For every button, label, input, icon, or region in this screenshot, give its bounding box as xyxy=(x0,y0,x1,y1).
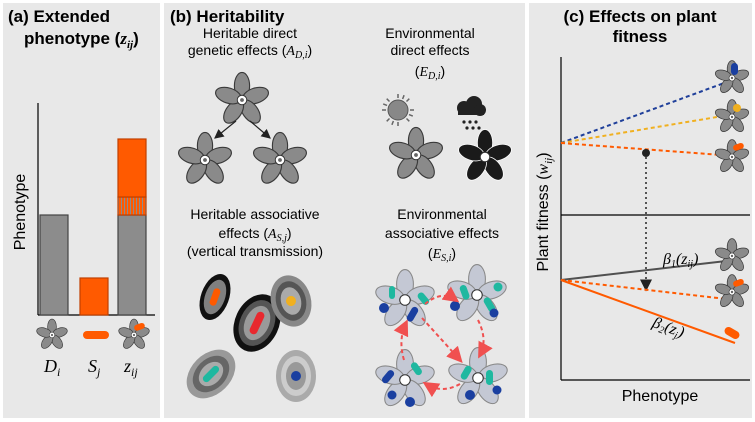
panel-c-title-line2: fitness xyxy=(613,27,668,46)
panel-c-background xyxy=(529,3,752,418)
bar-zij-segment-2 xyxy=(117,138,147,198)
q3-label-line3: (vertical transmission) xyxy=(187,243,323,259)
microbe-blue-icon xyxy=(731,63,738,75)
microbe-orange-icon xyxy=(733,278,744,287)
microbe-dots xyxy=(379,282,503,407)
rain-cloud-icon xyxy=(457,96,486,130)
microbe-cell-icon xyxy=(276,350,316,402)
bar-label-sj: Sj xyxy=(88,356,101,379)
sj-microbe-icon xyxy=(83,331,109,339)
panel-b-background xyxy=(164,3,525,418)
panel-c-x-axis-label: Phenotype xyxy=(622,388,699,405)
microbe-cell-icon xyxy=(233,294,281,352)
bar-label-di: Di xyxy=(43,356,60,379)
q4-label-line2: associative effects xyxy=(385,225,499,241)
beta1-label: β1(zij) xyxy=(662,251,698,270)
panel-b-title: (b) Heritability xyxy=(170,7,285,26)
inherit-arrow-right xyxy=(249,120,271,139)
q2-label-line3: (ED,i) xyxy=(415,63,445,82)
bar-zij-segment-0 xyxy=(117,214,147,316)
microbe-cell-icon xyxy=(270,275,312,327)
microbe-cell-icon xyxy=(199,273,231,321)
microbe-orange-icon xyxy=(724,327,740,339)
inherit-arrow-left xyxy=(214,120,237,139)
zij-microbe-icon xyxy=(134,322,145,331)
beta1-line xyxy=(560,259,736,281)
sun-icon xyxy=(382,94,414,126)
q4-label-line1: Environmental xyxy=(397,206,487,222)
q3-label-line2: effects (AS,j) xyxy=(218,225,291,244)
fitness-line-yellow xyxy=(560,113,736,144)
bar-sj-segment-1 xyxy=(79,277,109,316)
bar-label-zij: zij xyxy=(123,356,138,379)
panel-c-title-line1: (c) Effects on plant xyxy=(563,7,716,26)
q2-label-line2: direct effects xyxy=(390,42,469,58)
q3-label-line1: Heritable associative xyxy=(190,206,319,222)
bar-labels: Di Sj zij xyxy=(43,356,138,379)
panel-a-y-axis-label: Phenotype xyxy=(12,174,29,251)
panel-a-title-line2: phenotype (zij) xyxy=(24,29,139,51)
microbe-cell-icon xyxy=(186,349,236,399)
focal-point xyxy=(642,149,650,157)
transmission-arrows xyxy=(393,286,493,398)
combined-line xyxy=(560,279,736,301)
bar-chart xyxy=(39,138,147,316)
q2-label-line1: Environmental xyxy=(385,25,475,41)
q4-label-line3: (ES,i) xyxy=(428,245,456,264)
panel-a-title-line1: (a) Extended xyxy=(8,7,110,26)
microbe-orange-icon xyxy=(733,142,744,151)
microbe-yellow-icon xyxy=(733,104,741,112)
bar-zij-segment-1 xyxy=(117,196,147,216)
q1-label-line2: genetic effects (AD,i) xyxy=(188,42,312,61)
panel-c-y-axis-label: Plant fitness (wij) xyxy=(535,152,555,271)
q1-label-line1: Heritable direct xyxy=(203,25,297,41)
fitness-line-orange xyxy=(560,142,736,157)
associative-flower-cluster xyxy=(372,264,511,411)
bar-di-segment-0 xyxy=(39,214,69,316)
beta2-line xyxy=(560,279,736,344)
fitness-line-blue xyxy=(560,78,736,144)
